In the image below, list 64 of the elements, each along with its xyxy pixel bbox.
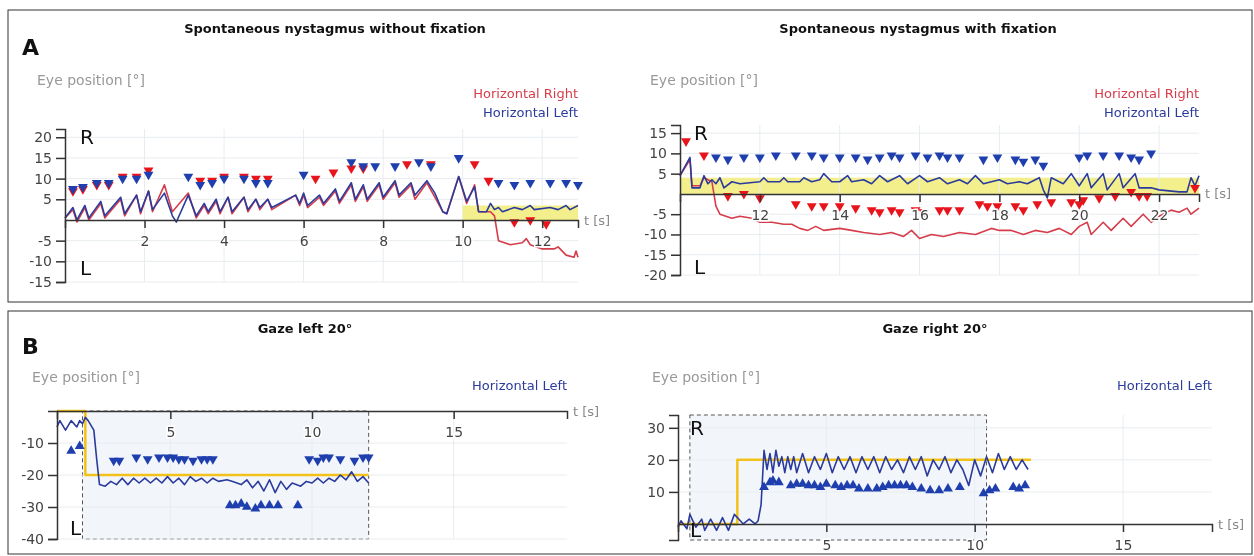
x-tick-label: 4 <box>220 232 230 249</box>
text: Horizontal Left <box>483 105 578 120</box>
y-tick-label: 10 <box>649 145 667 162</box>
chart-title: Gaze right 20° <box>882 321 988 336</box>
text: Horizontal Left <box>1104 105 1199 120</box>
y-tick-label: -5 <box>653 206 667 223</box>
x-axis-title: t [s] <box>573 403 600 419</box>
text: Horizontal Right <box>1094 86 1199 101</box>
y-tick-label: 5 <box>43 191 52 208</box>
y-tick-label: -15 <box>29 273 52 290</box>
x-tick-label: 18 <box>990 206 1009 223</box>
y-tick-label: 15 <box>649 125 667 142</box>
x-tick-label: 5 <box>822 536 832 553</box>
x-tick-label: 6 <box>299 232 309 249</box>
y-tick-label: 20 <box>34 129 52 146</box>
y-axis-title: Eye position [°] <box>652 369 761 385</box>
y-tick-label: -20 <box>644 266 667 283</box>
x-axis-title: t [s] <box>1218 516 1245 532</box>
x-tick-label: 2 <box>140 232 150 249</box>
x-tick-label: 20 <box>1070 206 1089 223</box>
x-tick-label: 12 <box>533 232 552 249</box>
x-tick-label: 14 <box>831 206 850 223</box>
chart-title: Spontaneous nystagmus without fixation <box>184 21 486 36</box>
text: Horizontal Right <box>473 86 578 101</box>
x-tick-label: 10 <box>303 423 322 440</box>
y-tick-label: -40 <box>21 530 44 547</box>
y-tick-label: -15 <box>644 246 667 263</box>
chart-title: Gaze left 20° <box>257 321 353 336</box>
text: A <box>22 34 40 60</box>
y-tick-label: -10 <box>644 226 667 243</box>
y-tick-label: 15 <box>34 149 52 166</box>
annotation: L <box>70 516 82 540</box>
y-tick-label: -20 <box>21 466 44 483</box>
annotation: R <box>694 121 708 145</box>
x-tick-label: 8 <box>379 232 389 249</box>
y-tick-label: 10 <box>647 483 665 500</box>
y-tick-label: -30 <box>21 498 44 515</box>
x-tick-label: 10 <box>454 232 473 249</box>
text: Horizontal Left <box>472 378 567 393</box>
annotation: L <box>694 255 706 279</box>
x-tick-label: 15 <box>445 423 464 440</box>
y-tick-label: -10 <box>29 253 52 270</box>
annotation: R <box>690 416 704 440</box>
text: Horizontal Left <box>1117 378 1212 393</box>
x-tick-label: 15 <box>1114 536 1133 553</box>
x-axis-title: t [s] <box>1205 186 1232 202</box>
annotation: L <box>690 518 702 542</box>
text: B <box>22 333 39 359</box>
annotation: L <box>80 256 92 280</box>
y-tick-label: -5 <box>38 232 52 249</box>
y-tick-label: 30 <box>647 419 665 436</box>
x-tick-label: 10 <box>966 536 985 553</box>
annotation: R <box>80 125 94 149</box>
y-tick-label: 10 <box>34 170 52 187</box>
y-tick-label: -10 <box>21 434 44 451</box>
x-tick-label: 5 <box>166 423 176 440</box>
chart-title: Spontaneous nystagmus with fixation <box>779 21 1057 36</box>
y-tick-label: 20 <box>647 451 665 468</box>
y-tick-label: 5 <box>658 165 667 182</box>
x-axis-title: t [s] <box>584 212 611 228</box>
x-tick-label: 12 <box>751 206 770 223</box>
y-axis-title: Eye position [°] <box>650 72 759 88</box>
y-axis-title: Eye position [°] <box>32 369 141 385</box>
y-axis-title: Eye position [°] <box>37 72 146 88</box>
